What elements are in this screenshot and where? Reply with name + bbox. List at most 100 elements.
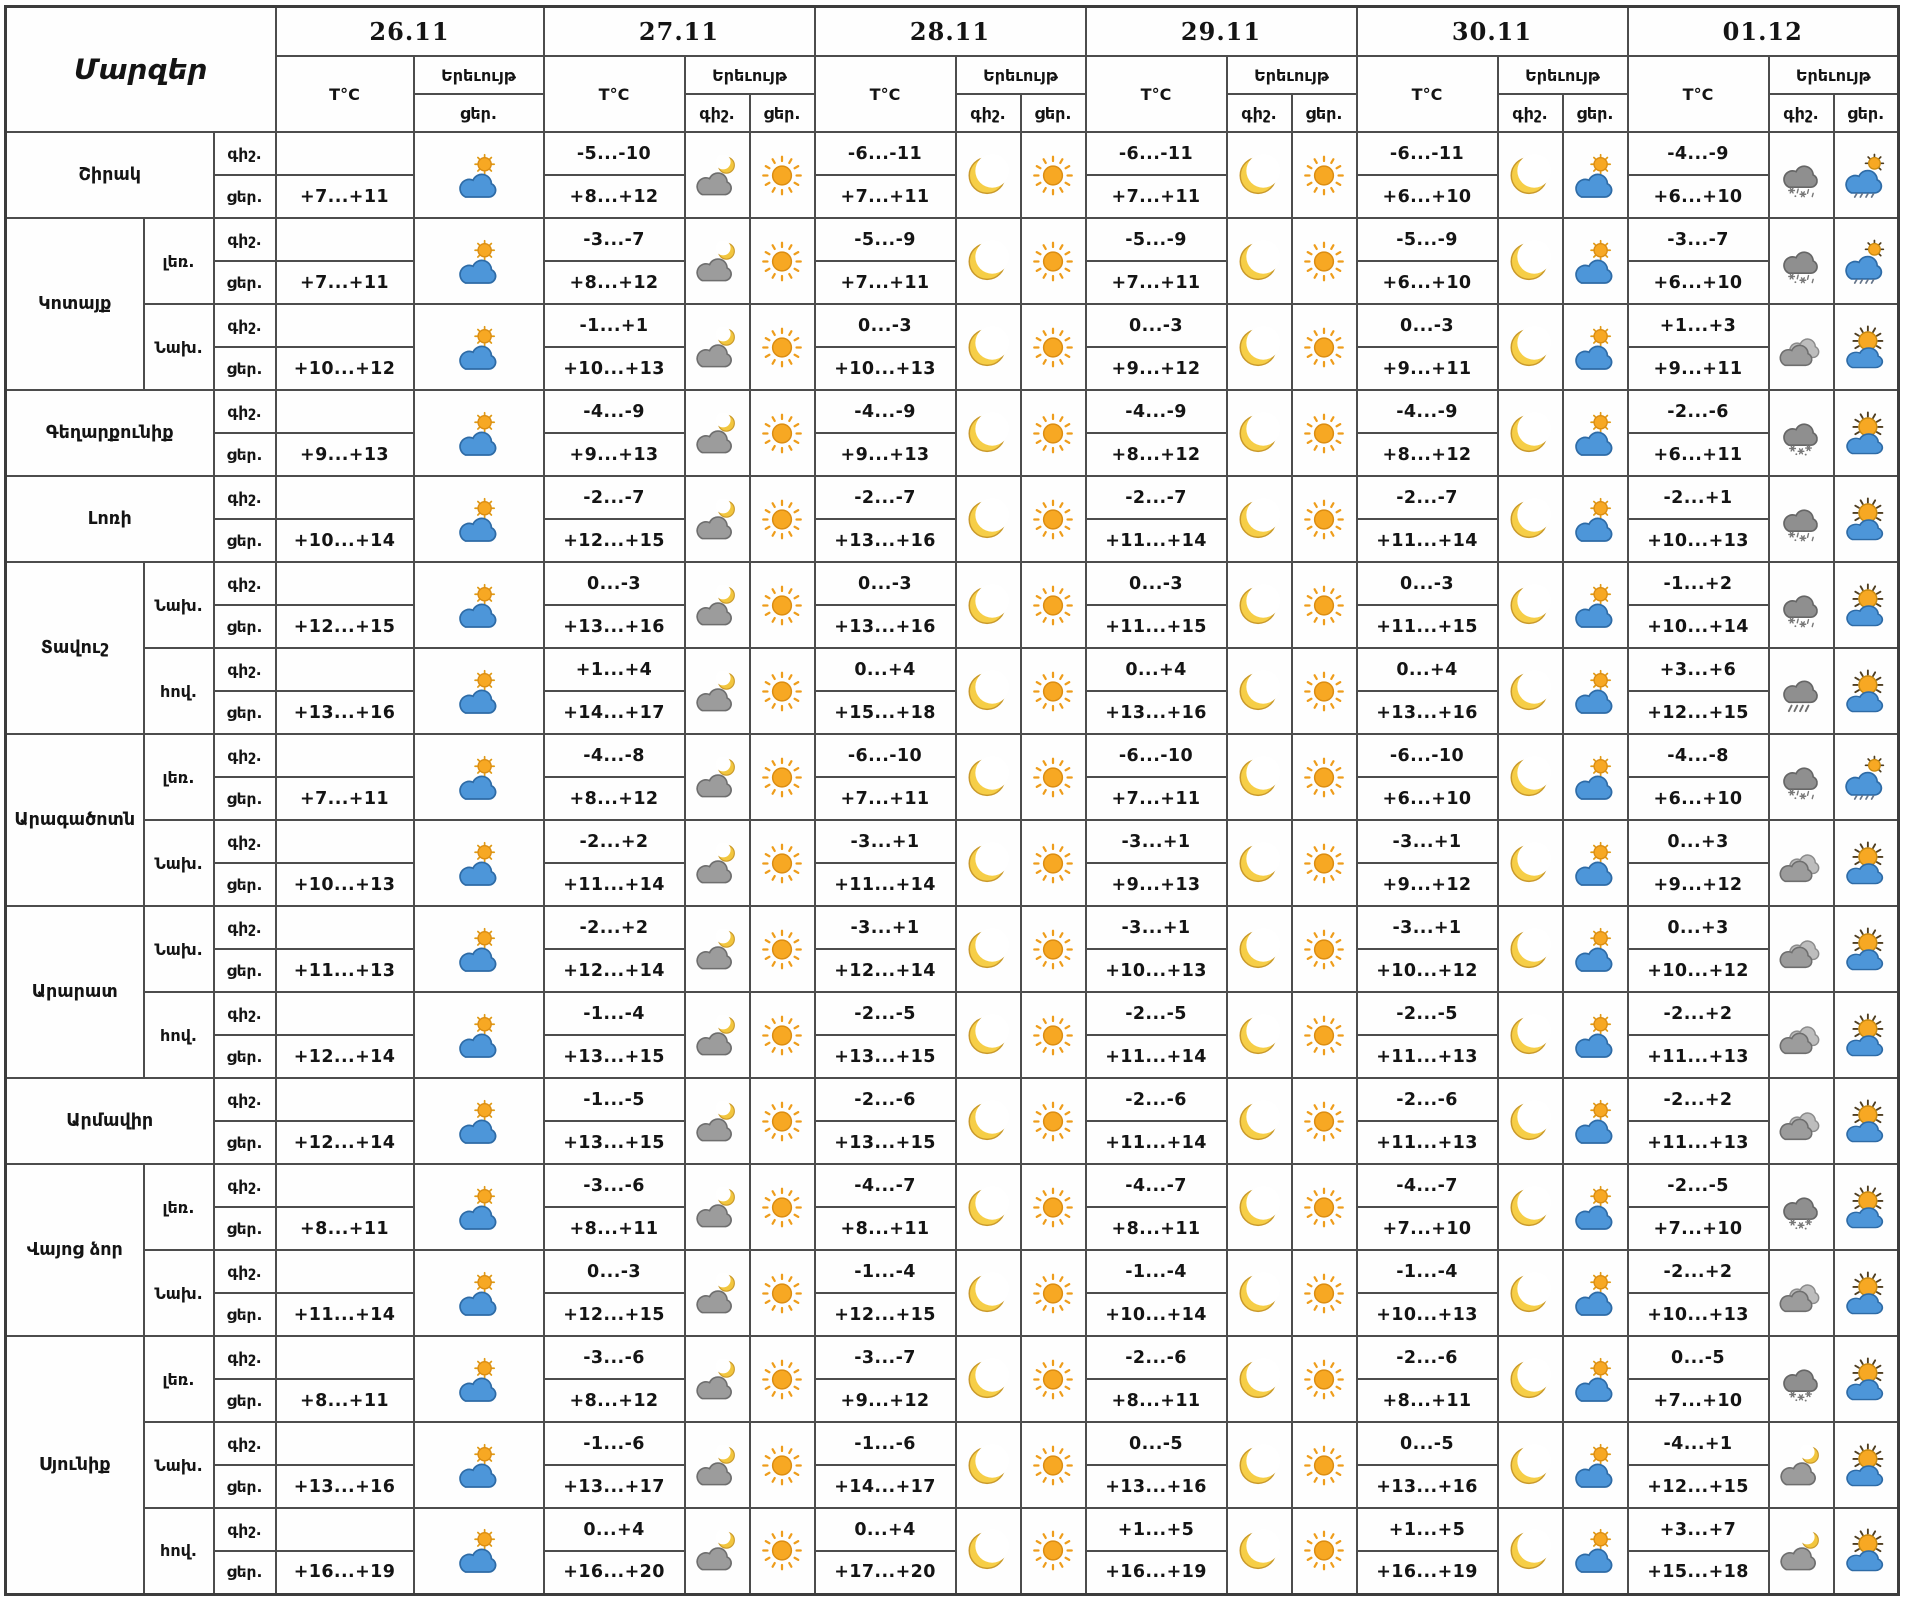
moon-icon xyxy=(1504,1099,1556,1144)
weather-icon-cell xyxy=(1496,303,1564,391)
night-temp-cell: -1...-4 xyxy=(1355,1249,1499,1294)
weather-icon-cell xyxy=(954,217,1022,305)
weather-icon-cell xyxy=(954,1421,1022,1509)
weather-icon-cell xyxy=(1561,905,1629,993)
weather-icon-cell xyxy=(1019,475,1087,563)
weather-icon-cell xyxy=(748,475,816,563)
weather-icon-cell xyxy=(1225,647,1293,735)
day-temp-cell: +12...+15 xyxy=(542,1292,686,1337)
weather-icon-cell xyxy=(1019,1507,1087,1595)
partly-cloudy-day-icon xyxy=(453,755,505,800)
weather-icon-cell xyxy=(1767,1077,1835,1165)
phenomenon-header: Երեւույթ xyxy=(1496,55,1629,95)
partly-cloudy-day-icon xyxy=(453,239,505,284)
weather-icon-cell xyxy=(683,905,751,993)
partly-cloudy-day-icon xyxy=(1569,1443,1621,1488)
cloud-moon-icon xyxy=(691,583,743,628)
weather-icon-cell xyxy=(1561,1163,1629,1251)
weather-icon-cell xyxy=(1767,475,1835,563)
day-temp-cell: +8...+11 xyxy=(274,1378,415,1423)
weather-icon-cell xyxy=(1290,217,1358,305)
date-header-28-11: 28.11 xyxy=(813,5,1087,57)
temp-header: T°C xyxy=(1355,55,1499,133)
day-temp-cell: +10...+13 xyxy=(1626,518,1770,563)
forecast-row-day: ցեր. +7...+11 +8...+12 +7...+11 +7...+11 +6..… xyxy=(6,776,1899,821)
day-temp-cell: +13...+15 xyxy=(542,1034,686,1079)
weather-icon-cell xyxy=(1832,1335,1900,1423)
night-temp-cell: -2...-7 xyxy=(1084,475,1228,520)
date-header-01-12: 01.12 xyxy=(1626,5,1900,57)
day-temp-cell: +11...+13 xyxy=(1355,1120,1499,1165)
forecast-row-day: ցեր. +13...+16 +14...+17 +15...+18 +13...+16… xyxy=(6,690,1899,735)
partly-cloudy-day-icon xyxy=(1569,669,1621,714)
forecast-row-day: ցեր. +16...+19 +16...+20 +17...+20 +16...+19… xyxy=(6,1550,1899,1595)
night-temp-cell: 0...-5 xyxy=(1084,1421,1228,1466)
weather-icon-cell xyxy=(1832,819,1900,907)
weather-icon-cell xyxy=(1767,1421,1835,1509)
weather-icon-cell xyxy=(1225,1335,1293,1423)
forecast-row-day: ցեր. +10...+14 +12...+15 +13...+16 +11...+14… xyxy=(6,518,1899,563)
forecast-row-night: Վայոց ձոր լեռ. գիշ. -3...-6 -4...-7 -4...-7 -4… xyxy=(4,1163,1900,1337)
night-temp-cell: -2...-5 xyxy=(1084,991,1228,1036)
night-header: գիշ. xyxy=(954,93,1022,133)
night-temp-cell: -5...-9 xyxy=(1084,217,1228,262)
forecast-row-day: ցեր. +11...+13 +12...+14 +12...+14 +10...+13… xyxy=(6,948,1899,993)
weather-icon-cell xyxy=(1019,905,1087,993)
sun-icon xyxy=(1298,669,1350,714)
weather-icon-cell xyxy=(1496,217,1564,305)
sun-icon xyxy=(1027,239,1079,284)
weather-icon-cell xyxy=(1290,475,1358,563)
weather-icon-cell xyxy=(412,217,545,305)
sun-icon xyxy=(1027,755,1079,800)
weather-icon-cell xyxy=(954,1077,1022,1165)
sun-icon xyxy=(1027,583,1079,628)
weather-icon-cell xyxy=(1496,389,1564,477)
night-temp-cell: -4...-7 xyxy=(1355,1163,1499,1208)
phenomenon-header: Երեւույթ xyxy=(1225,55,1358,95)
weather-icon-cell xyxy=(683,303,751,391)
phenomenon-header: Երեւույթ xyxy=(412,55,545,95)
day-temp-cell: +8...+12 xyxy=(1084,432,1228,477)
weather-icon-cell xyxy=(683,1249,751,1337)
moon-icon xyxy=(1504,1013,1556,1058)
cloud-sleet-icon xyxy=(1775,153,1827,198)
day-temp-cell: +10...+12 xyxy=(274,346,415,391)
temp-cell-empty xyxy=(274,647,415,692)
rain-sun-icon xyxy=(1840,239,1892,284)
cloud-rain-icon xyxy=(1775,669,1827,714)
day-temp-cell: +11...+14 xyxy=(274,1292,415,1337)
weather-icon-cell xyxy=(1019,1163,1087,1251)
weather-icon-cell xyxy=(748,303,816,391)
day-temp-cell: +11...+13 xyxy=(274,948,415,993)
partly-cloudy-day-icon xyxy=(1569,1185,1621,1230)
forecast-row-night: Արագածոտն լեռ. գիշ. -4...-8 -6...-10 -6...-10… xyxy=(4,733,1900,907)
night-temp-cell: -1...-5 xyxy=(542,1077,686,1122)
weather-icon-cell xyxy=(748,389,816,477)
moon-icon xyxy=(1233,1271,1285,1316)
day-temp-cell: +7...+11 xyxy=(1084,776,1228,821)
temp-cell-empty xyxy=(274,905,415,950)
day-temp-cell: +12...+14 xyxy=(542,948,686,993)
weather-icon-cell xyxy=(683,217,751,305)
weather-icon-cell xyxy=(683,991,751,1079)
night-header: գիշ. xyxy=(1225,93,1293,133)
forecast-table: Մարզեր 26.11 27.11 28.11 29.11 30.11 01.… xyxy=(4,5,1900,1596)
sun-icon xyxy=(1027,927,1079,972)
weather-icon-cell xyxy=(412,1507,545,1595)
sun-icon xyxy=(1298,1013,1350,1058)
weather-icon-cell xyxy=(954,1507,1022,1595)
weather-icon-cell xyxy=(1496,1335,1564,1423)
day-temp-cell: +6...+10 xyxy=(1355,260,1499,305)
day-temp-cell: +9...+13 xyxy=(542,432,686,477)
sun-cloud-icon xyxy=(1840,1099,1892,1144)
night-temp-cell: -3...-7 xyxy=(542,217,686,262)
night-temp-cell: -3...-7 xyxy=(1626,217,1770,262)
weather-icon-cell xyxy=(1225,1249,1293,1337)
day-temp-cell: +7...+11 xyxy=(1084,260,1228,305)
weather-icon-cell xyxy=(1561,647,1629,735)
day-temp-cell: +16...+19 xyxy=(1084,1550,1228,1595)
moon-icon xyxy=(962,239,1014,284)
night-label: գիշ. xyxy=(212,1163,277,1208)
region-cell: Գեղարքունիք xyxy=(4,389,215,477)
forecast-row-night: Կոտայք լեռ. գիշ. -3...-7 -5...-9 -5...-9 -5...… xyxy=(4,217,1900,391)
